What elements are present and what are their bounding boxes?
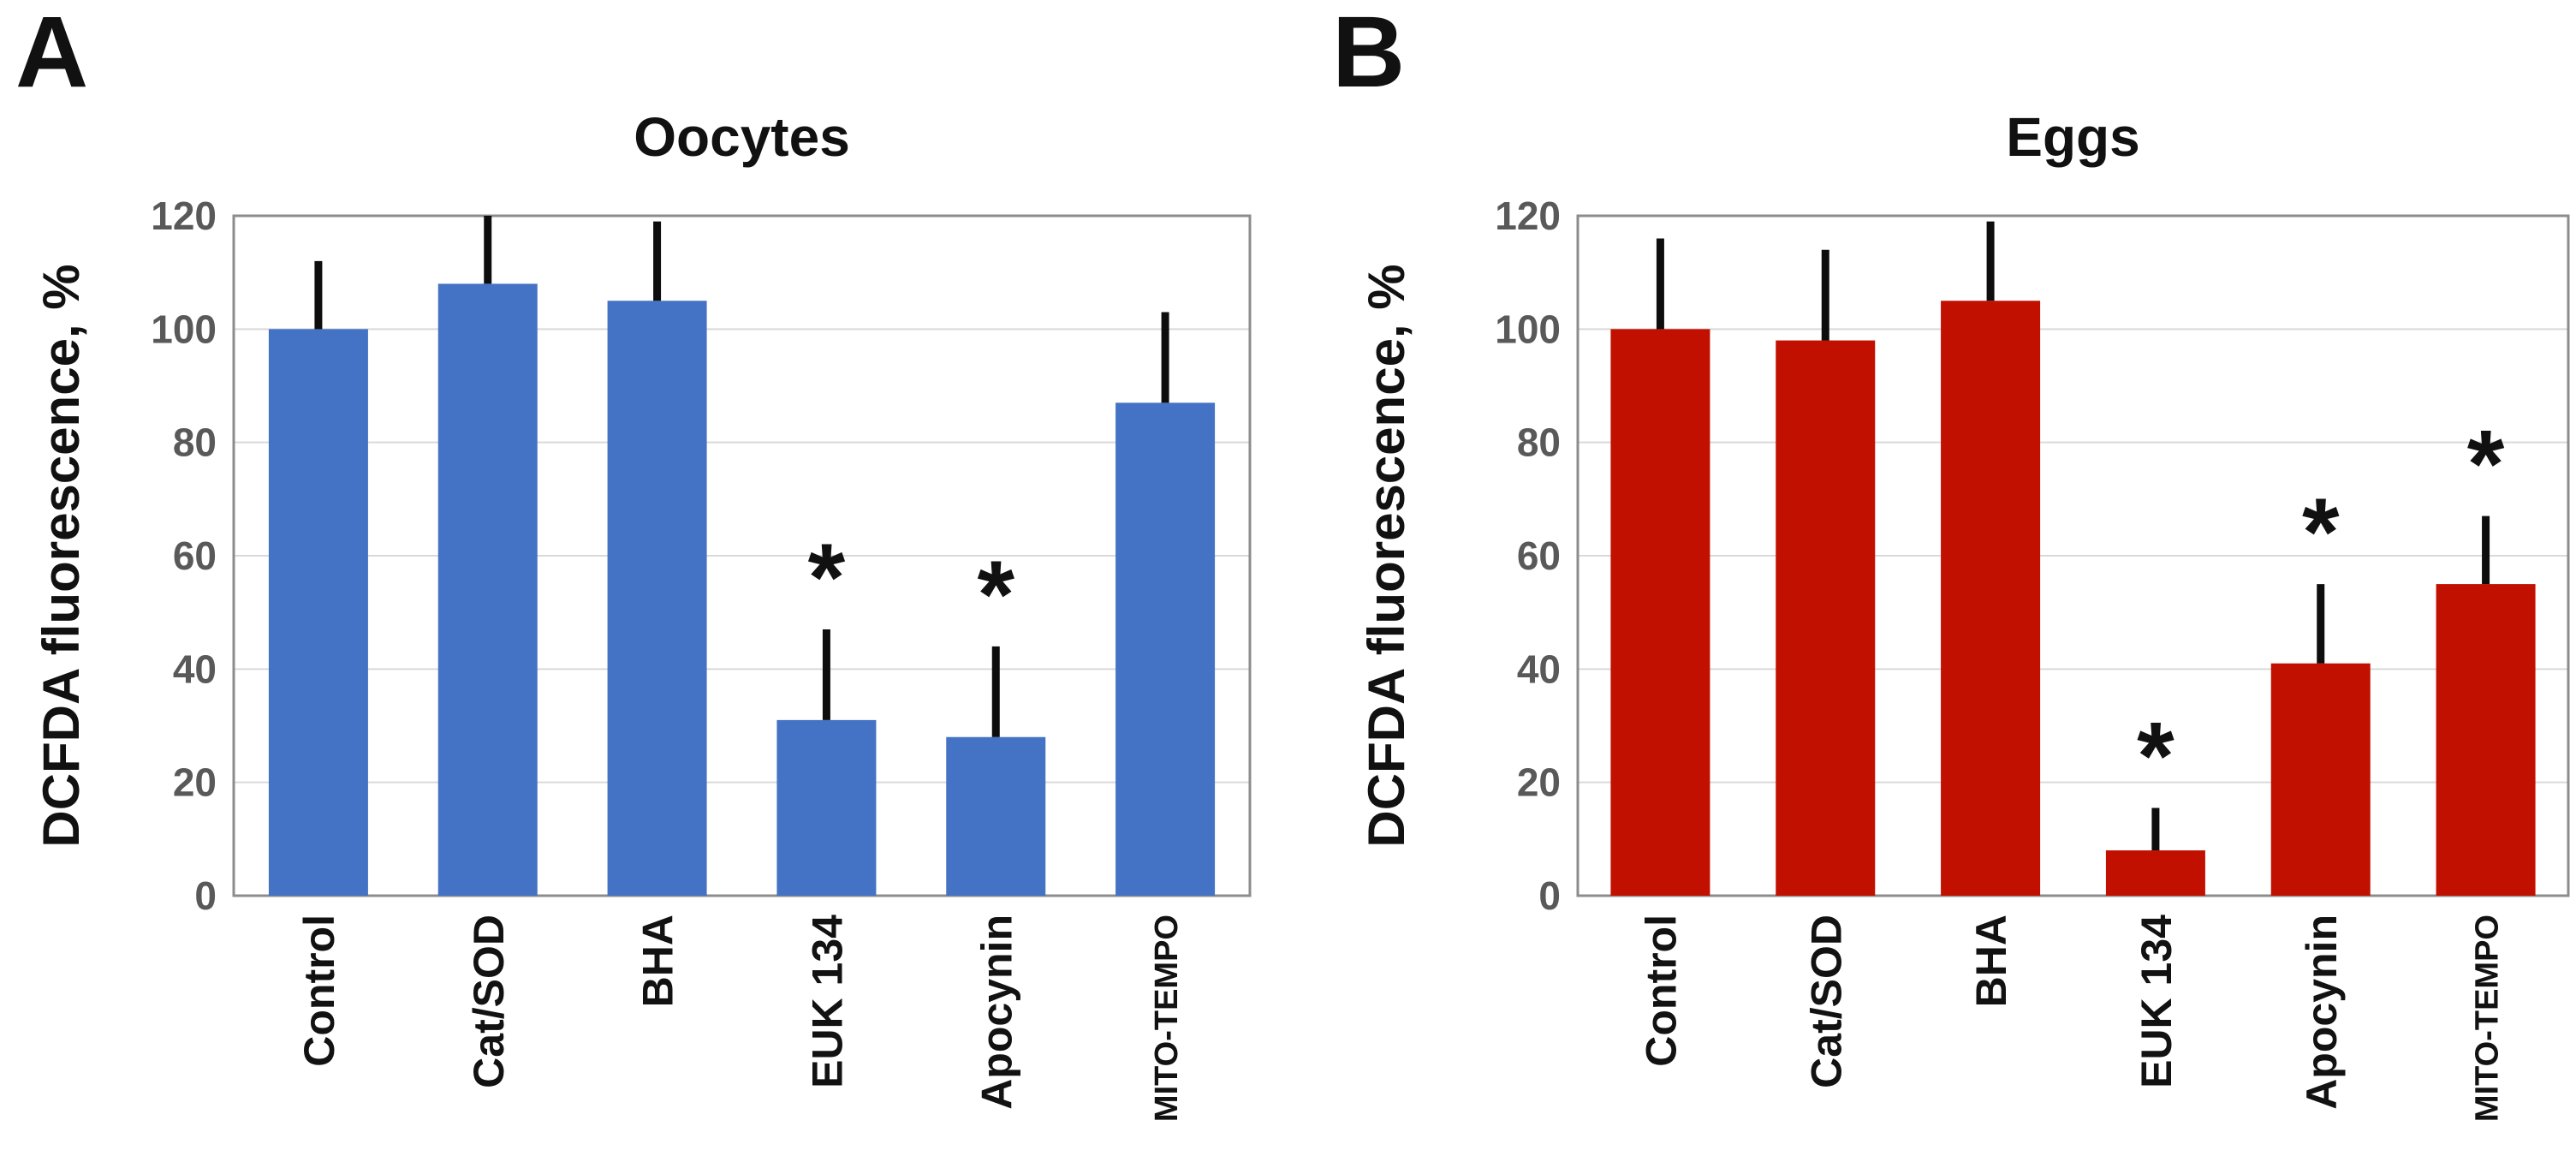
- bar-euk-134: [776, 719, 877, 896]
- y-tick-label-120: 120: [151, 194, 217, 238]
- bar-cat-sod: [437, 283, 538, 896]
- significance-star-apocynin: *: [2302, 479, 2340, 586]
- y-tick-label-0: 0: [194, 873, 217, 918]
- category-label-mito-tempo: MITO-TEMPO: [2469, 915, 2505, 1122]
- eggs-bar-chart: 0 20 40 60 80 100 120 Control Cat/SOD BHA * EUK 134…: [1495, 194, 2570, 1122]
- y-tick-label-0: 0: [1538, 873, 1561, 918]
- category-label-euk-134: EUK 134: [803, 915, 851, 1088]
- plot-border: [232, 214, 1252, 897]
- category-label-bha: BHA: [1967, 915, 2015, 1007]
- y-tick-label-20: 20: [1517, 760, 1561, 805]
- y-tick-label-100: 100: [1495, 307, 1561, 351]
- significance-star-mito-tempo: *: [2467, 411, 2505, 518]
- y-tick-label-40: 40: [173, 647, 217, 691]
- category-label-cat-sod: Cat/SOD: [465, 915, 513, 1088]
- y-tick-label-20: 20: [173, 760, 217, 805]
- category-label-control: Control: [1637, 915, 1685, 1067]
- bar-bha: [607, 301, 707, 896]
- chart-title-eggs: Eggs: [2006, 106, 2140, 168]
- y-tick-label-120: 120: [1495, 194, 1561, 238]
- panel-a-letter: A: [15, 0, 89, 109]
- bar-cat-sod: [1776, 340, 1876, 897]
- category-label-bha: BHA: [634, 915, 682, 1007]
- bar-apocynin: [2270, 663, 2371, 896]
- bar-control: [1610, 329, 1710, 896]
- plot-border: [1576, 214, 2570, 897]
- y-tick-label-60: 60: [173, 533, 217, 578]
- category-label-apocynin: Apocynin: [2298, 915, 2346, 1110]
- y-tick-label-40: 40: [1517, 647, 1561, 691]
- bar-control: [268, 329, 368, 896]
- chart-title-oocytes: Oocytes: [634, 106, 850, 168]
- significance-star-apocynin: *: [977, 541, 1014, 648]
- category-label-mito-tempo: MITO-TEMPO: [1149, 915, 1185, 1122]
- y-tick-label-80: 80: [1517, 420, 1561, 465]
- bar-euk-134: [2105, 850, 2205, 896]
- panel-b-letter: B: [1332, 0, 1406, 109]
- y-tick-label-80: 80: [173, 420, 217, 465]
- bar-apocynin: [946, 736, 1046, 896]
- bar-mito-tempo: [1115, 402, 1216, 897]
- category-label-euk-134: EUK 134: [2133, 915, 2180, 1088]
- bar-bha: [1941, 301, 2041, 896]
- significance-star-euk-134: *: [2137, 702, 2174, 809]
- bar-mito-tempo: [2436, 584, 2536, 896]
- oocytes-bar-chart: 0 20 40 60 80 100 120 Control Cat/SOD BHA * EUK 134…: [151, 194, 1252, 1122]
- y-tick-label-60: 60: [1517, 533, 1561, 578]
- category-label-control: Control: [295, 915, 343, 1067]
- y-tick-label-100: 100: [151, 307, 217, 351]
- category-label-cat-sod: Cat/SOD: [1802, 915, 1850, 1088]
- category-label-apocynin: Apocynin: [973, 915, 1020, 1110]
- significance-star-euk-134: *: [808, 524, 846, 631]
